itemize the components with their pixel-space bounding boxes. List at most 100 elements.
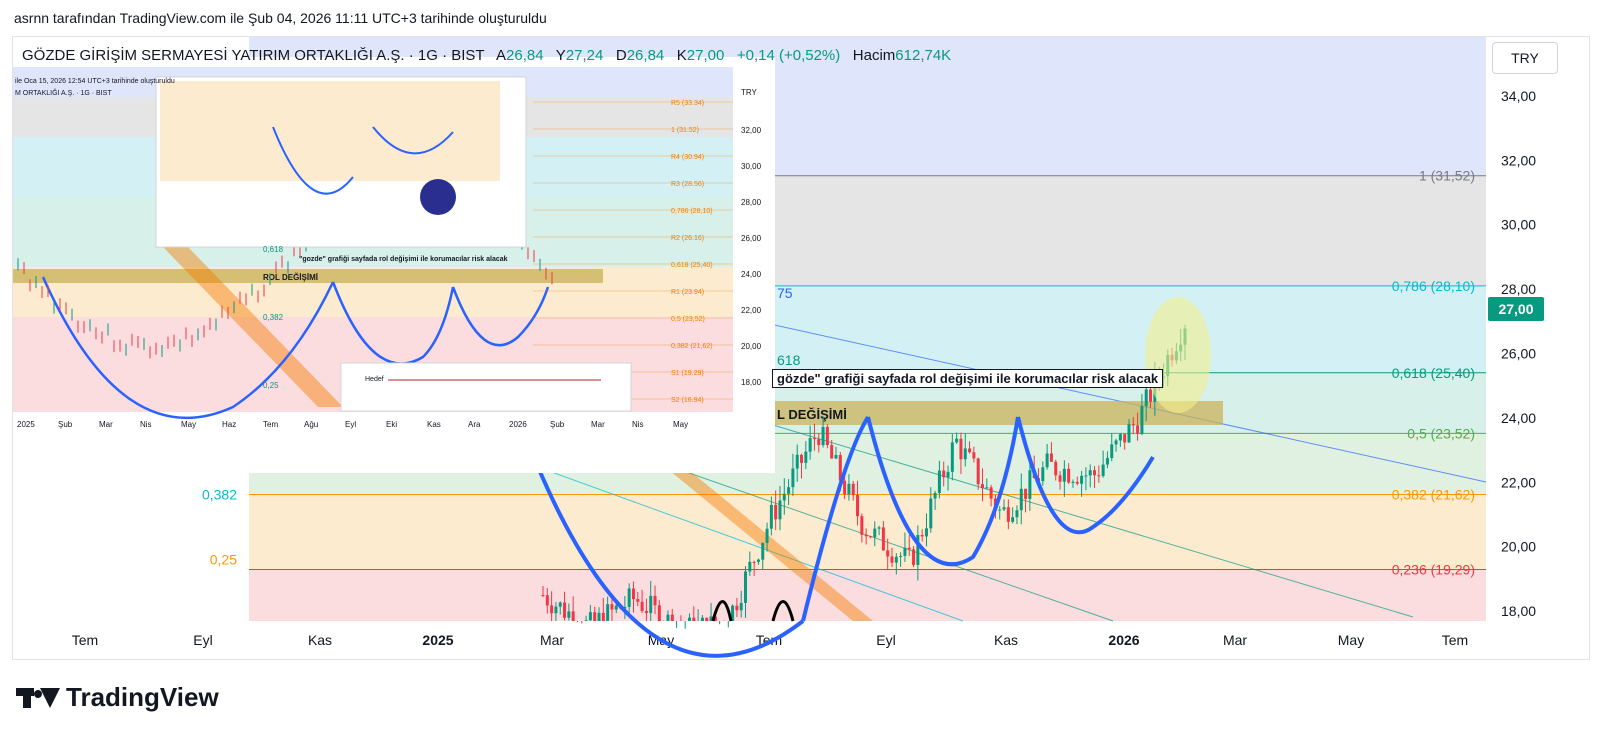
candle-body (864, 534, 868, 537)
candle-body (963, 448, 967, 460)
inset-role-zone (13, 269, 603, 283)
candle-body (649, 595, 653, 614)
inset-level-label: R1 (23.94) (671, 289, 704, 296)
inset-arc-0 (41, 276, 335, 420)
inset-header: M ORTAKLIĞI A.Ş. · 1G · BIST (15, 88, 112, 97)
candle-body (554, 606, 558, 614)
fib-label-0: 1 (31,52) (1419, 168, 1475, 184)
x-tick-label: May (1338, 632, 1364, 648)
x-tick-label: Kas (994, 632, 1018, 648)
candle-body (1015, 510, 1019, 518)
symbol-title[interactable]: GÖZDE GİRİŞİM SERMAYESİ YATIRIM ORTAKLIĞ… (22, 47, 485, 64)
candle-body (1140, 406, 1144, 434)
candle-body (800, 454, 804, 463)
currency-label: TRY (1511, 50, 1539, 66)
candle-body (1058, 475, 1062, 482)
candle-body (856, 495, 860, 517)
candle-body (812, 438, 816, 440)
open-label: A (496, 47, 507, 64)
close-label: K (676, 47, 687, 64)
volume-label: Hacim (852, 47, 896, 64)
inset-y-tick: 26,00 (741, 234, 762, 243)
candle-body (933, 492, 937, 499)
chart-frame: 1 (31,52) 0,786 (28,10) 0,618 (25,40) 0,5 (… (12, 36, 1590, 660)
candle-body (584, 620, 588, 621)
candle-body (868, 536, 872, 538)
candle-body (765, 528, 769, 543)
candle-body (1019, 488, 1023, 511)
inset-x-tick: Mar (591, 420, 605, 429)
candle-body (955, 438, 959, 443)
inset-x-tick: Şub (58, 420, 73, 429)
candle-body (1149, 389, 1153, 402)
high-label: Y (555, 47, 566, 64)
candle-body (1097, 475, 1101, 477)
candle-body (692, 617, 696, 621)
inset-y-tick: 18,00 (741, 378, 762, 387)
inset-arc-1 (331, 281, 455, 365)
inset-x-tick: 2025 (17, 420, 35, 429)
trend-band (653, 457, 873, 621)
y-tick-label: 24,00 (1501, 410, 1536, 426)
candle-body (989, 487, 993, 499)
y-tick-label: 28,00 (1501, 281, 1536, 297)
candle-body (838, 455, 842, 481)
bottom-marks (711, 600, 795, 622)
candle-body (588, 612, 592, 621)
inset-x-tick: Ağu (304, 420, 318, 429)
candle-body (670, 614, 674, 621)
candle-body (821, 426, 825, 446)
candle-body (972, 452, 976, 459)
candle-body (739, 602, 743, 611)
candle-body (614, 605, 618, 610)
candle-body (808, 438, 812, 452)
candle-body (774, 504, 778, 520)
candle-body (636, 599, 640, 602)
candle-body (950, 442, 954, 472)
candle-body (890, 556, 894, 563)
pattern-arc-1 (801, 415, 870, 622)
candle-body (877, 527, 881, 529)
candle-body (1054, 461, 1058, 476)
candle-body (644, 611, 648, 614)
change-value: +0,14 (+0,52%) (736, 47, 841, 64)
candle-body (545, 595, 549, 606)
inset-y-tick: 22,00 (741, 306, 762, 315)
candle-body (601, 612, 605, 621)
currency-button[interactable]: TRY (1492, 42, 1558, 74)
candle-body (804, 451, 808, 463)
candle-body (860, 516, 864, 535)
inset-fib-left: 0,618 (263, 245, 284, 254)
low-label: D (615, 47, 627, 64)
inset-x-tick: Nis (632, 420, 644, 429)
tradingview-logo[interactable]: TradingView (16, 682, 219, 713)
pattern-arc-2 (866, 416, 1020, 567)
inset-y-tick: 32,00 (741, 126, 762, 135)
pattern-arc-0 (536, 466, 805, 658)
inset-nested-bubble (420, 179, 456, 215)
pattern-arc-3 (1016, 416, 1155, 535)
fib-label-2: 0,618 (25,40) (1392, 365, 1475, 381)
candle-body (1080, 475, 1084, 484)
inset-x-tick: Haz (222, 420, 236, 429)
candle-body (894, 556, 898, 563)
candle-body (782, 493, 786, 501)
inset-trend-band (163, 247, 343, 407)
inset-x-tick: May (181, 420, 196, 429)
chart-note[interactable]: gözde" grafiği sayfada rol değişimi ile … (772, 369, 1164, 388)
inset-level-label: R2 (26.16) (671, 235, 704, 242)
candle-body (1136, 425, 1140, 434)
main-chart[interactable]: 1 (31,52) 0,786 (28,10) 0,618 (25,40) 0,5 (… (13, 37, 1589, 659)
candle-body (916, 534, 920, 565)
x-tick-label: Mar (540, 632, 564, 648)
candle-body (709, 616, 713, 621)
candle-body (657, 605, 661, 621)
candle-body (563, 602, 567, 618)
volume-value: 612,74K (895, 47, 952, 64)
candle-body (1088, 470, 1092, 476)
candle-body (558, 602, 562, 607)
candle-body (748, 561, 752, 572)
candle-body (567, 611, 571, 618)
candle-body (653, 595, 657, 606)
candle-body (1118, 434, 1122, 441)
